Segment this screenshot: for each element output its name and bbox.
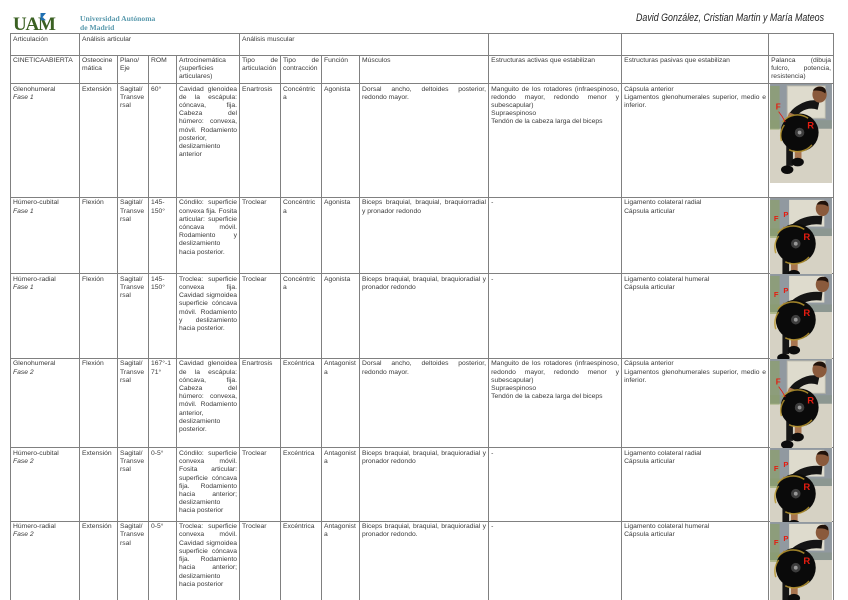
svg-text:UAM: UAM [13,14,56,33]
